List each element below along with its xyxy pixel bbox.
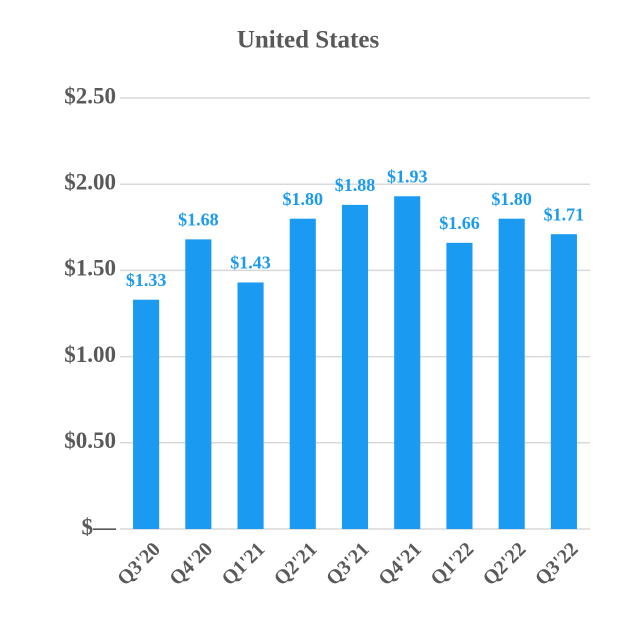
x-tick-label: Q1'22: [427, 538, 479, 590]
x-tick-label: Q2'22: [479, 538, 531, 590]
value-label: $1.88: [335, 175, 376, 195]
value-label: $1.71: [544, 204, 585, 224]
bar: [237, 282, 264, 529]
bar: [341, 204, 369, 529]
x-tick-label: Q4'21: [374, 538, 426, 590]
value-label: $1.68: [178, 209, 219, 229]
value-label: $1.33: [126, 270, 167, 290]
x-tick-label: Q1'21: [218, 538, 270, 590]
y-tick-label: $2.50: [64, 83, 116, 108]
x-tick-label: Q2'21: [270, 538, 322, 590]
y-tick-label: $2.00: [64, 169, 116, 194]
value-label: $1.66: [439, 213, 480, 233]
y-tick-label: $1.50: [64, 256, 116, 281]
value-label: $1.80: [491, 189, 532, 209]
y-tick-label: $1.00: [64, 342, 116, 367]
value-label: $1.43: [230, 253, 271, 273]
y-tick-label: $—: [82, 514, 118, 539]
x-tick-label: Q3'21: [322, 538, 374, 590]
x-tick-label: Q4'20: [165, 538, 217, 590]
bar: [550, 234, 577, 530]
chart-title: United States: [237, 27, 380, 54]
bar: [394, 196, 421, 529]
bar: [446, 242, 473, 530]
value-label: $1.93: [387, 166, 428, 186]
bar: [185, 239, 212, 530]
bar: [289, 218, 316, 529]
bar: [498, 218, 525, 529]
x-tick-label: Q3'20: [113, 538, 165, 590]
y-tick-label: $0.50: [64, 428, 116, 453]
x-tick-label: Q3'22: [531, 538, 583, 590]
value-label: $1.80: [283, 189, 324, 209]
bar: [133, 299, 160, 529]
